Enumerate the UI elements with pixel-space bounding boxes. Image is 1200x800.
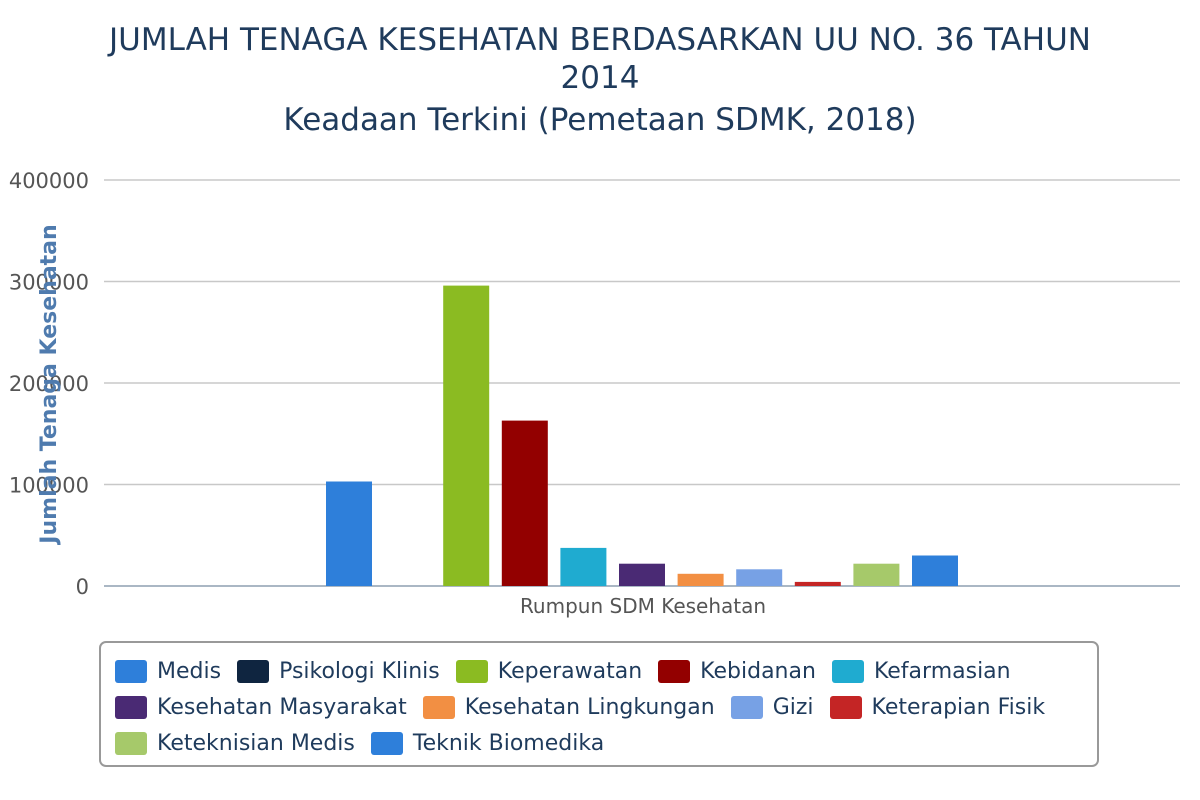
legend-label: Teknik Biomedika (412, 730, 605, 756)
bar-keterapian-fisik[interactable] (794, 581, 841, 586)
legend-swatch (829, 695, 862, 719)
legend-item[interactable]: Kesehatan Lingkungan (422, 694, 715, 720)
legend-label: Medis (157, 658, 222, 684)
legend-row: Keteknisian Medis Teknik Biomedika (115, 725, 1097, 761)
legend-item[interactable]: Psikologi Klinis (237, 659, 440, 684)
y-axis-ticks: 0 100000 200000 300000 400000 (9, 169, 89, 599)
bar-medis[interactable] (326, 481, 372, 587)
legend-label: Kefarmasian (873, 658, 1011, 684)
legend-item[interactable]: Keterapian Fisik (829, 694, 1046, 720)
legend-swatch (455, 659, 488, 683)
bar-keteknisian-medis[interactable] (853, 563, 900, 586)
y-tick-label: 100000 (9, 474, 89, 498)
legend-item[interactable]: Keperawatan (455, 658, 643, 684)
bar-gizi[interactable] (736, 569, 783, 586)
legend-swatch (422, 695, 455, 719)
y-tick-label: 400000 (9, 169, 89, 193)
y-axis-title: Jumlah Tenaga Kesehatan (37, 224, 62, 545)
bar-kesehatan-masyarakat[interactable] (619, 563, 665, 586)
bars (326, 285, 958, 587)
legend-label: Keteknisian Medis (157, 730, 355, 756)
legend-item[interactable]: Gizi (730, 694, 814, 720)
bar-kesehatan-lingkungan[interactable] (677, 573, 724, 586)
legend-swatch (115, 659, 147, 683)
legend-label: Kesehatan Masyarakat (157, 694, 407, 720)
legend-swatch (370, 731, 403, 755)
chart-title-line-1: JUMLAH TENAGA KESEHATAN BERDASARKAN UU N… (107, 22, 1091, 58)
legend-swatch (831, 659, 864, 683)
legend-swatch (115, 731, 147, 755)
legend: Medis Psikologi Klinis Keperawatan Kebidana… (99, 641, 1099, 767)
chart-subtitle: Keadaan Terkini (Pemetaan SDMK, 2018) (283, 102, 916, 138)
bar-keperawatan[interactable] (443, 285, 490, 586)
legend-item[interactable]: Kebidanan (658, 659, 816, 684)
legend-label: Kebidanan (700, 658, 816, 684)
legend-item[interactable]: Medis (115, 659, 221, 684)
legend-item[interactable]: Kefarmasian (831, 658, 1011, 684)
y-tick-label: 300000 (9, 271, 89, 295)
y-tick-label: 0 (76, 575, 89, 599)
y-tick-label: 200000 (9, 372, 89, 396)
legend-row: Kesehatan Masyarakat Kesehatan Lingkungan… (115, 689, 1097, 725)
bar-kebidanan[interactable] (501, 420, 548, 586)
legend-item[interactable]: Keteknisian Medis (115, 731, 355, 756)
legend-row: Medis Psikologi Klinis Keperawatan Kebidana… (115, 653, 1097, 689)
legend-swatch (115, 695, 147, 719)
chart-title-line-2: 2014 (561, 60, 640, 96)
legend-swatch (237, 659, 270, 683)
gridlines (104, 179, 1180, 587)
legend-label: Gizi (772, 694, 814, 720)
legend-label: Keterapian Fisik (871, 694, 1046, 720)
legend-label: Kesehatan Lingkungan (464, 694, 715, 720)
legend-item[interactable]: Kesehatan Masyarakat (115, 695, 407, 720)
legend-swatch (730, 695, 763, 719)
bar-teknik-biomedika[interactable] (912, 555, 958, 587)
legend-label: Psikologi Klinis (279, 658, 440, 684)
legend-item[interactable]: Teknik Biomedika (370, 730, 605, 756)
legend-swatch (658, 659, 691, 683)
bar-chart: JUMLAH TENAGA KESEHATAN BERDASARKAN UU N… (9, 22, 1180, 618)
x-axis-title: Rumpun SDM Kesehatan (520, 594, 766, 618)
bar-kefarmasian[interactable] (560, 547, 607, 586)
legend-label: Keperawatan (497, 658, 643, 684)
